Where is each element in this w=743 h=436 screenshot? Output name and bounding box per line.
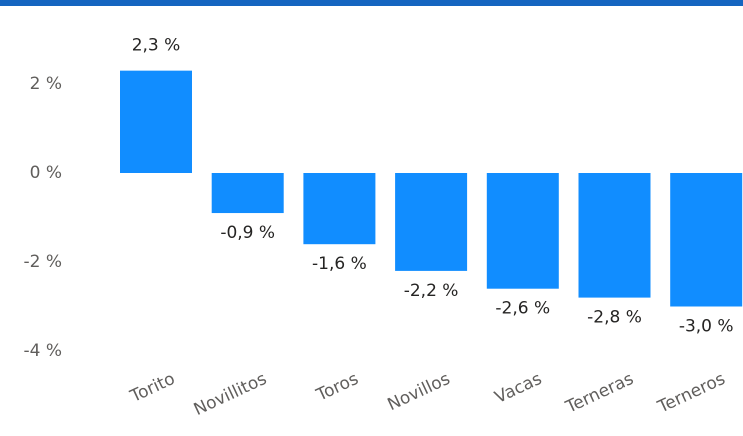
x-tick-label: Toros <box>313 369 362 406</box>
bar <box>486 173 559 289</box>
bar <box>395 173 468 271</box>
bar <box>120 70 192 173</box>
data-label: -2,6 % <box>495 299 550 319</box>
data-label: -2,2 % <box>404 281 459 301</box>
x-tick-label: Vacas <box>492 369 545 408</box>
bar <box>303 173 376 245</box>
x-tick-label: Torito <box>127 369 179 407</box>
x-tick-label: Terneras <box>562 369 637 418</box>
data-label: -1,6 % <box>312 254 367 274</box>
y-tick-label: 2 % <box>30 74 62 94</box>
y-tick-label: -4 % <box>23 341 62 361</box>
y-tick-label: -2 % <box>23 252 62 272</box>
bar <box>670 173 743 307</box>
data-label: 2,3 % <box>132 36 181 56</box>
x-tick-label: Novillitos <box>191 369 270 420</box>
x-tick-label: Novillos <box>385 369 454 415</box>
data-label: -3,0 % <box>679 317 734 337</box>
y-tick-label: 0 % <box>30 163 62 183</box>
data-label: -0,9 % <box>220 223 275 243</box>
bar <box>211 173 284 214</box>
header-stripe <box>0 0 743 6</box>
x-tick-label: Terneros <box>654 369 729 418</box>
data-label: -2,8 % <box>587 308 642 328</box>
bar <box>578 173 651 298</box>
